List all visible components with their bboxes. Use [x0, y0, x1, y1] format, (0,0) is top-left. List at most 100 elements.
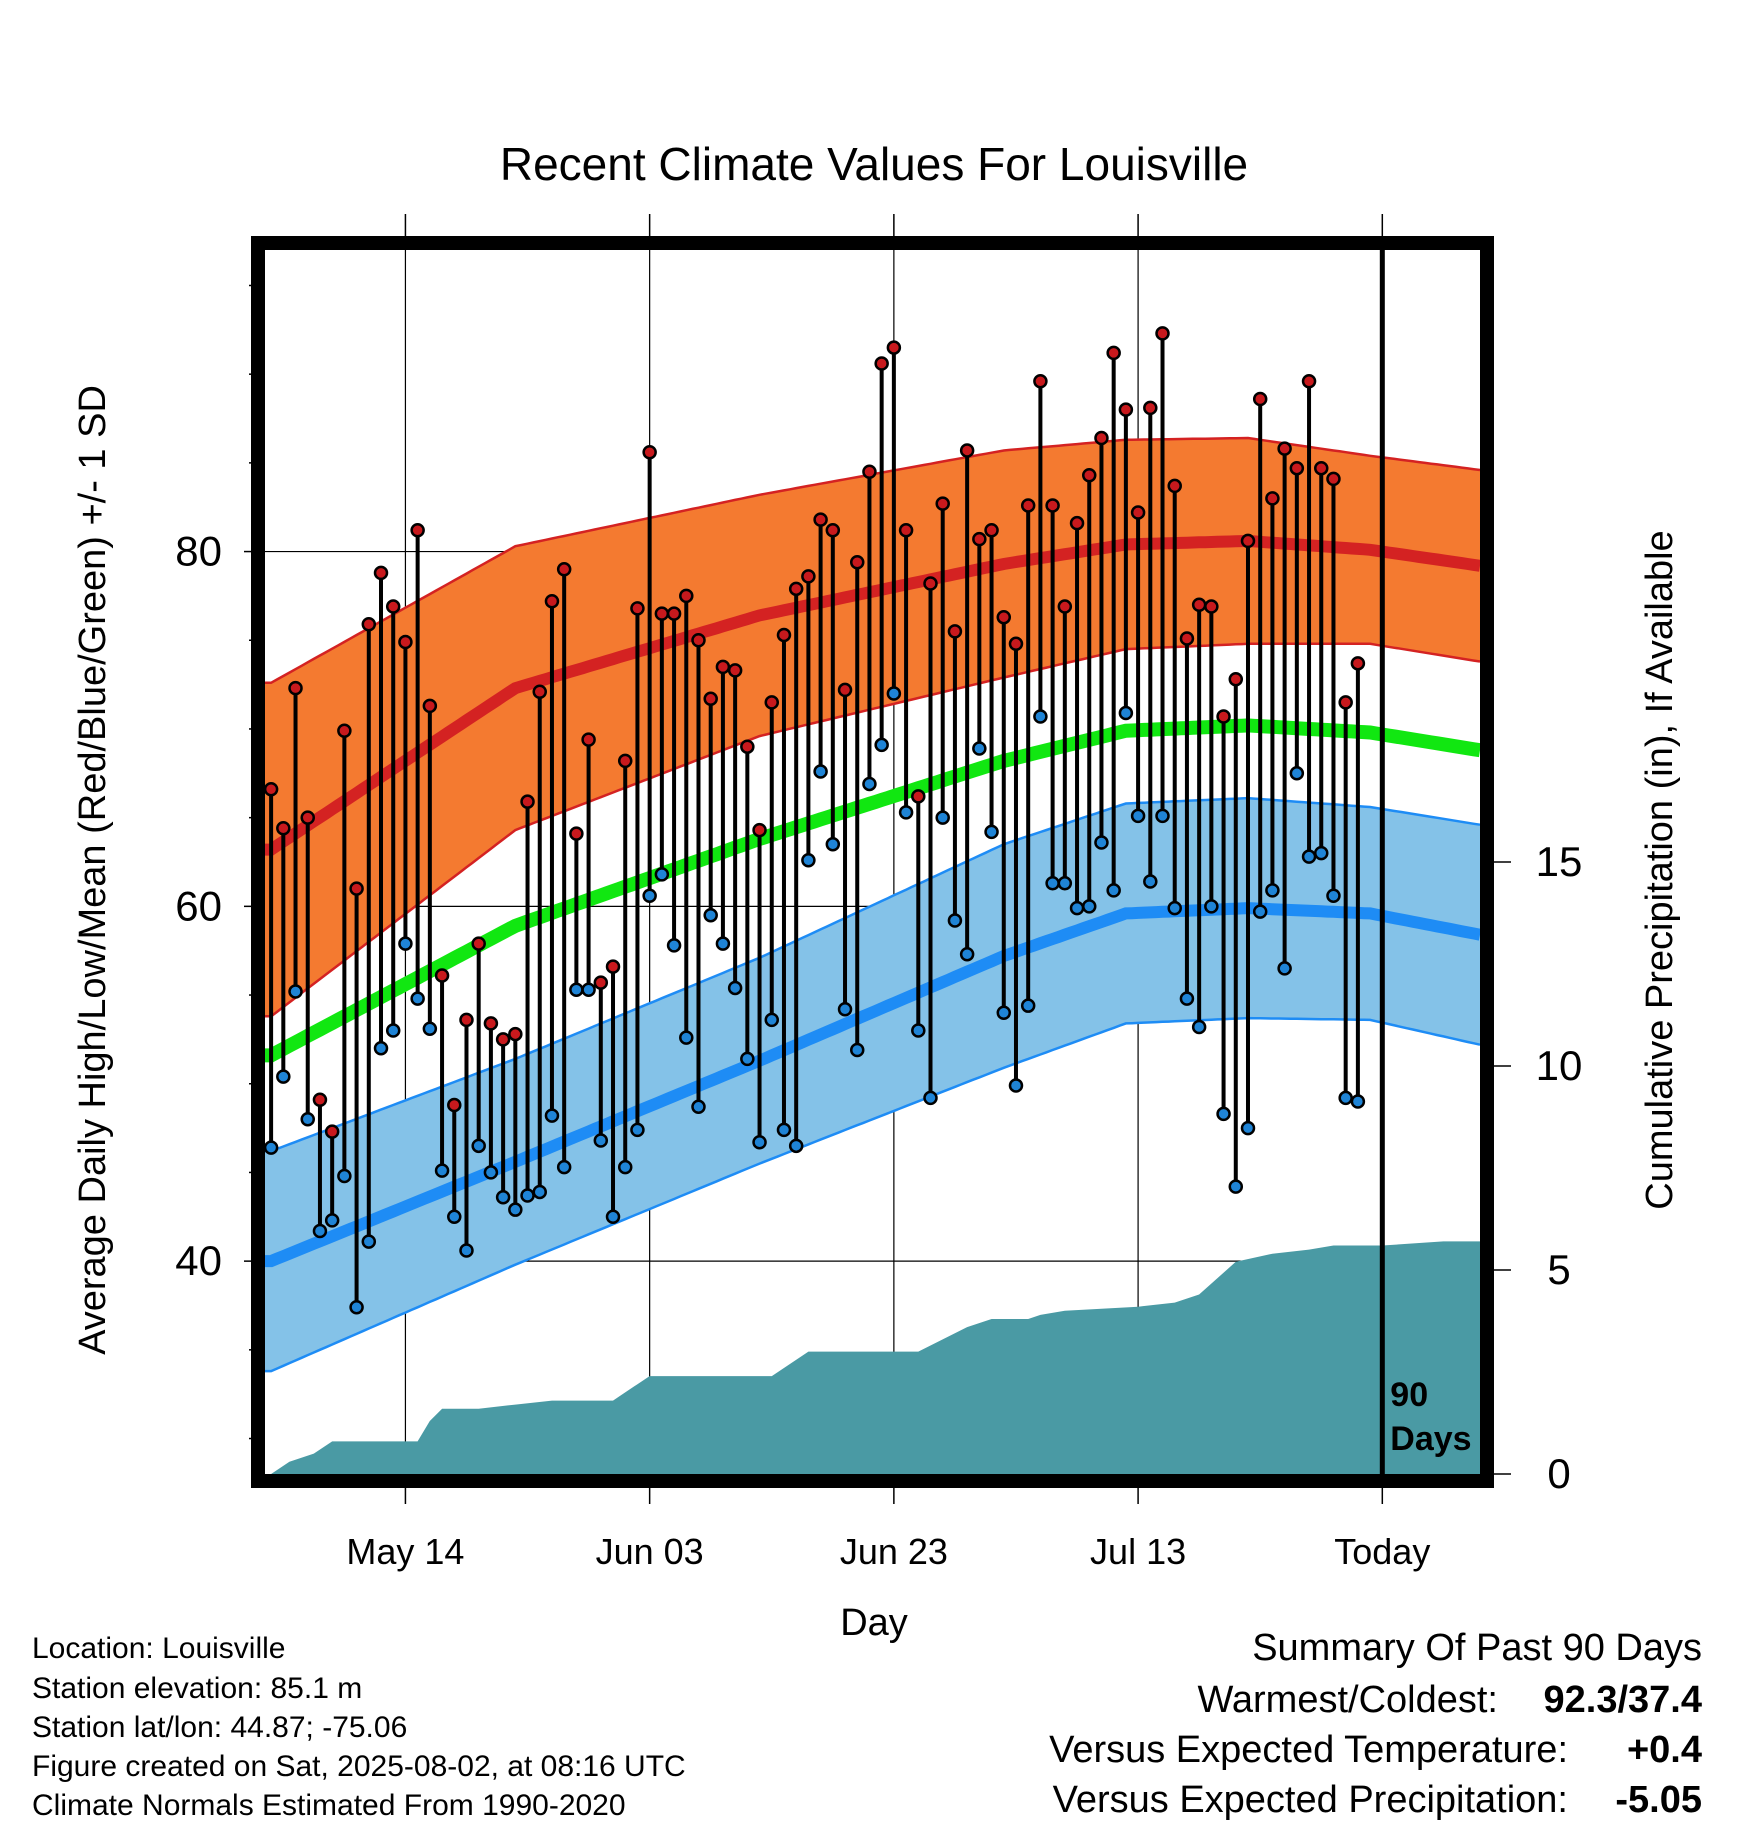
daily-low-point — [801, 852, 816, 868]
daily-low-point — [703, 907, 718, 923]
daily-low-point — [1106, 883, 1121, 898]
daily-high-point — [849, 554, 865, 570]
daily-high-point — [947, 624, 963, 639]
daily-low-point — [691, 1099, 706, 1115]
daily-low-point — [312, 1223, 328, 1239]
daily-high-point — [837, 682, 853, 698]
daily-low-point — [434, 1163, 450, 1178]
daily-low-point — [410, 991, 425, 1006]
low-sd-band — [265, 798, 1480, 1372]
daily-high-point — [630, 601, 645, 616]
daily-low-point — [849, 1042, 865, 1058]
daily-high-point — [727, 663, 743, 678]
daily-low-point — [1216, 1106, 1231, 1122]
daily-high-point — [996, 609, 1012, 625]
daily-high-point — [459, 1012, 474, 1028]
daily-low-point — [1252, 904, 1268, 919]
summary-precip-value: -5.05 — [1615, 1779, 1702, 1821]
daily-low-point — [935, 810, 950, 825]
daily-high-point — [593, 975, 609, 990]
daily-low-point — [1143, 874, 1158, 889]
daily-low-point — [776, 1122, 792, 1138]
summary-warmest-label: Warmest/Coldest: — [1197, 1679, 1498, 1721]
daily-high-point — [654, 606, 670, 621]
daily-high-point — [605, 959, 621, 974]
daily-high-point — [1301, 374, 1317, 389]
normal-mean-line — [265, 718, 1482, 1063]
y2-tick-label: 10 — [1536, 1042, 1583, 1089]
daily-high-point — [398, 634, 413, 650]
daily-high-point — [1155, 326, 1170, 341]
summary-title: Summary Of Past 90 Days — [1252, 1627, 1702, 1669]
daily-low-point — [752, 1135, 767, 1150]
daily-low-point — [1204, 899, 1219, 914]
daily-high-point — [666, 606, 682, 621]
daily-high-point — [703, 691, 718, 707]
daily-high-point — [288, 680, 303, 696]
daily-high-point — [1204, 599, 1219, 614]
daily-low-point — [337, 1168, 352, 1184]
daily-low-point — [874, 737, 889, 753]
daily-high-point — [520, 794, 535, 809]
high-sd-lower — [265, 642, 1481, 1018]
info-normals: Climate Normals Estimated From 1990-2020 — [32, 1789, 626, 1822]
daily-low-point — [740, 1051, 755, 1067]
daily-high-point — [556, 562, 572, 577]
daily-low-point — [1228, 1179, 1244, 1194]
daily-low-point — [1338, 1090, 1353, 1106]
daily-high-point — [984, 523, 999, 538]
daily-low-point — [1314, 845, 1329, 861]
daily-low-point — [508, 1202, 523, 1217]
daily-low-point — [1265, 883, 1280, 898]
daily-high-point — [1277, 441, 1292, 456]
daily-high-point — [801, 569, 816, 584]
summary-warmest-value: 92.3/37.4 — [1544, 1679, 1702, 1721]
daily-high-point — [1228, 672, 1244, 687]
daily-high-point — [1252, 391, 1268, 407]
daily-low-point — [764, 1012, 780, 1028]
axes: 40 60 80 0 5 10 15 May 14 Jun 03 Jun 23 Jul 13 Toda… — [175, 214, 1582, 1572]
daily-high-point — [471, 936, 486, 951]
daily-low-point — [1045, 876, 1060, 891]
daily-high-point — [263, 782, 279, 797]
daily-high-point — [1289, 460, 1305, 476]
today-days-number: 90 — [1390, 1376, 1428, 1414]
daily-high-point — [911, 789, 926, 804]
daily-high-point — [276, 821, 291, 836]
daily-high-point — [483, 1016, 499, 1031]
daily-high-point — [544, 593, 560, 609]
daily-high-point — [1118, 402, 1134, 417]
info-elevation: Station elevation: 85.1 m — [32, 1672, 362, 1705]
daily-low-point — [617, 1159, 633, 1175]
daily-low-point — [324, 1213, 340, 1228]
daily-high-point — [1338, 695, 1353, 710]
chart-title: Recent Climate Values For Louisville — [500, 138, 1248, 190]
daily-high-point — [691, 633, 706, 648]
daily-high-point — [312, 1092, 328, 1107]
daily-low-point — [1130, 808, 1146, 824]
daily-low-point — [1008, 1078, 1024, 1093]
daily-high-point — [959, 443, 975, 458]
info-created: Figure created on Sat, 2025-08-02, at 08… — [32, 1750, 686, 1783]
daily-low-point — [1069, 900, 1085, 916]
daily-low-point — [398, 936, 413, 951]
daily-low-point — [1118, 705, 1134, 721]
daily-high-point — [1094, 430, 1109, 446]
daily-low-point — [361, 1234, 377, 1249]
daily-high-point — [1216, 709, 1231, 724]
daily-high-point — [1008, 636, 1024, 652]
daily-low-point — [605, 1209, 621, 1225]
daily-low-point — [959, 946, 975, 962]
y2-tick-label: 15 — [1536, 838, 1583, 885]
daily-low-point — [788, 1138, 804, 1154]
daily-high-point — [300, 810, 315, 825]
daily-low-point — [911, 1023, 926, 1038]
daily-high-point — [1265, 491, 1280, 506]
daily-low-point — [495, 1190, 511, 1205]
plot-area: 90 Days — [263, 250, 1482, 1474]
daily-low-point — [886, 686, 902, 701]
daily-high-point — [886, 340, 902, 355]
daily-low-point — [288, 984, 303, 999]
daily-low-point — [300, 1111, 315, 1127]
